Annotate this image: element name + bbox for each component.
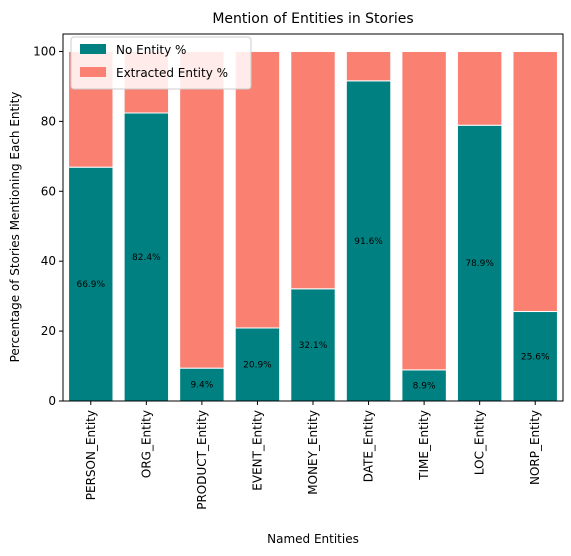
data-label: 66.9% xyxy=(76,280,105,290)
y-tick-label: 0 xyxy=(48,394,56,408)
x-tick-label: LOC_Entity xyxy=(473,410,487,475)
y-tick-label: 20 xyxy=(41,324,56,338)
bar-extracted-entity-loc-entity xyxy=(456,50,503,126)
data-label: 25.6% xyxy=(521,352,550,362)
data-label: 8.9% xyxy=(413,381,436,391)
x-tick-label: NORP_Entity xyxy=(528,410,542,485)
bar-no-entity-date-entity xyxy=(345,80,392,402)
data-label: 91.6% xyxy=(354,237,383,247)
legend-label-no-entity: No Entity % xyxy=(116,43,186,57)
bar-extracted-entity-product-entity xyxy=(179,50,225,369)
bar-extracted-entity-norp-entity xyxy=(512,50,558,313)
y-tick-label: 100 xyxy=(33,44,56,58)
legend-frame xyxy=(70,36,252,90)
data-label: 9.4% xyxy=(190,381,213,391)
bar-extracted-entity-date-entity xyxy=(345,50,392,82)
bar-extracted-entity-money-entity xyxy=(290,50,336,290)
bar-extracted-entity-time-entity xyxy=(401,50,447,371)
plot-frame xyxy=(62,33,564,402)
x-axis-label: Named Entities xyxy=(267,532,359,546)
plot-area: 66.9% PERSON_Entity 82.4% ORG_Entity 9.4% PRO… xyxy=(33,33,564,510)
bar-no-entity-norp-entity xyxy=(512,311,558,402)
legend-label-extracted-entity: Extracted Entity % xyxy=(116,66,228,80)
legend-swatch-extracted-entity xyxy=(80,67,106,77)
x-tick-label: PRODUCT_Entity xyxy=(195,410,209,510)
x-tick-label: MONEY_Entity xyxy=(306,410,320,495)
data-label: 78.9% xyxy=(465,259,494,269)
chart-title: Mention of Entities in Stories xyxy=(212,11,413,27)
legend-swatch-no-entity xyxy=(80,44,106,54)
y-tick-label: 60 xyxy=(41,184,56,198)
x-tick-label: TIME_Entity xyxy=(417,410,431,481)
bar-no-entity-money-entity xyxy=(290,288,336,402)
x-tick-label: DATE_Entity xyxy=(362,410,376,482)
bar-no-entity-person-entity xyxy=(68,166,114,402)
x-tick-label: EVENT_Entity xyxy=(250,410,264,491)
bar-no-entity-loc-entity xyxy=(456,124,503,402)
y-tick-label: 40 xyxy=(41,254,56,268)
x-tick-label: PERSON_Entity xyxy=(84,410,98,500)
data-label: 32.1% xyxy=(299,341,328,351)
bar-extracted-entity-event-entity xyxy=(234,50,281,329)
data-label: 82.4% xyxy=(132,253,161,263)
y-axis-label: Percentage of Stories Mentioning Each En… xyxy=(8,92,22,363)
y-tick-label: 80 xyxy=(41,114,56,128)
legend: No Entity % Extracted Entity % xyxy=(70,36,252,90)
x-tick-label: ORG_Entity xyxy=(139,410,153,478)
data-label: 20.9% xyxy=(243,360,272,370)
